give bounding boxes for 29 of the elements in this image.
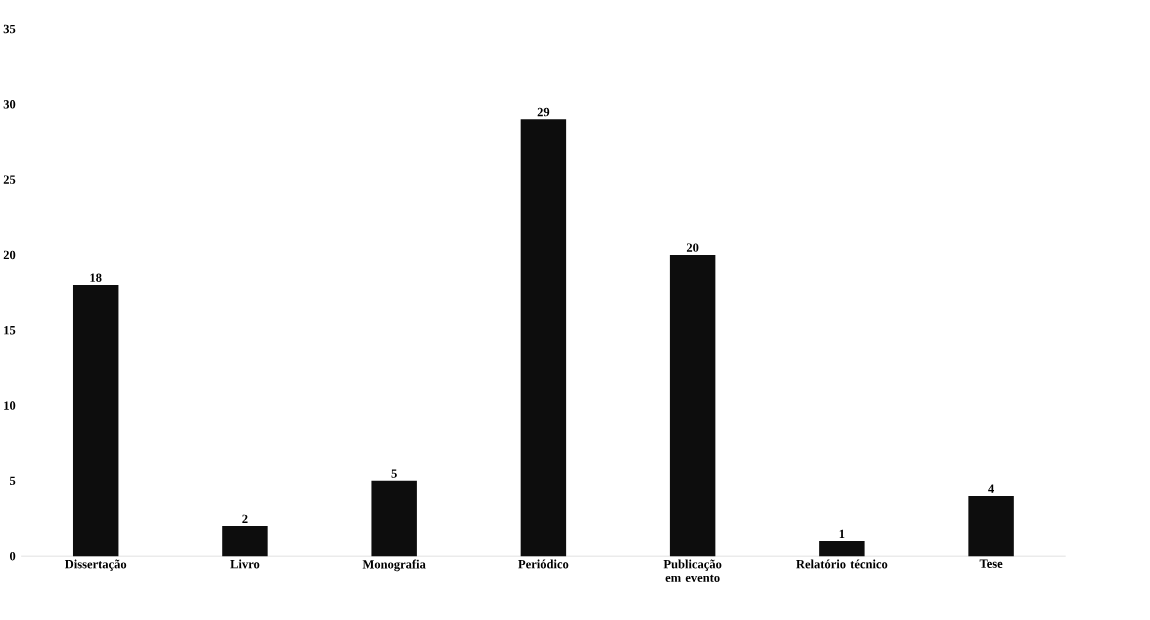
bar <box>669 254 716 557</box>
x-tick-label: Publicação em evento <box>663 559 722 582</box>
bar <box>819 541 865 557</box>
data-label: 20 <box>686 243 699 252</box>
bar <box>222 526 268 557</box>
data-label: 2 <box>242 514 248 523</box>
y-tick-label: 30 <box>3 100 16 109</box>
bar <box>968 495 1014 557</box>
y-tick-label: 10 <box>4 401 16 410</box>
data-label: 29 <box>537 107 550 117</box>
y-tick-label: 20 <box>3 250 16 260</box>
x-tick-label: Relatório técnico <box>796 559 888 569</box>
data-label: 1 <box>839 529 845 538</box>
data-label: 4 <box>988 484 994 493</box>
x-tick-label: Livro <box>230 559 260 569</box>
x-tick-label: Tese <box>979 559 1003 568</box>
bar <box>520 119 567 557</box>
x-tick-label: Monografia <box>362 559 426 572</box>
x-tick-label: Periódico <box>518 559 569 569</box>
x-tick-label: Dissertação <box>64 559 127 571</box>
y-tick-label: 35 <box>3 24 16 34</box>
y-tick-label: 5 <box>9 476 16 486</box>
data-label: 5 <box>391 469 397 478</box>
y-tick-label: 0 <box>9 551 16 561</box>
y-tick-label: 25 <box>3 175 16 184</box>
bar <box>72 285 119 557</box>
bar <box>371 480 417 557</box>
y-tick-label: 15 <box>4 326 16 335</box>
data-label: 18 <box>90 273 102 282</box>
